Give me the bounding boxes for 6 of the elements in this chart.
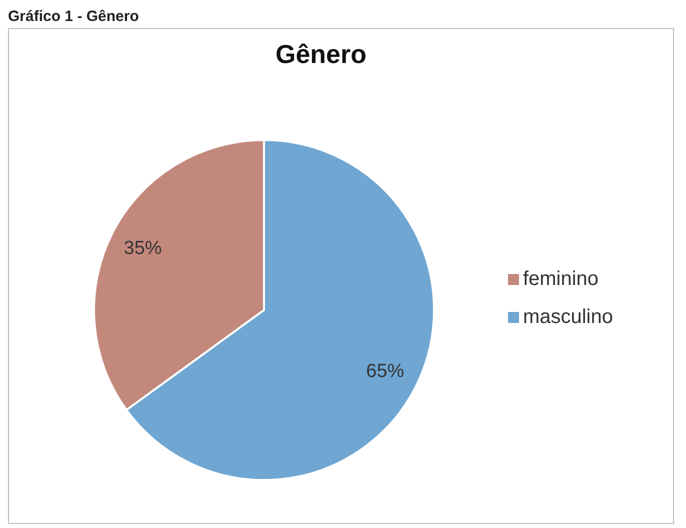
legend-label: feminino xyxy=(522,268,599,290)
data-label: 65% xyxy=(366,361,404,382)
legend-label: masculino xyxy=(522,306,613,328)
chart-title: Gênero xyxy=(274,38,368,69)
text: Gráfico 1 - Gênero xyxy=(8,8,140,27)
data-label: 35% xyxy=(124,238,162,259)
